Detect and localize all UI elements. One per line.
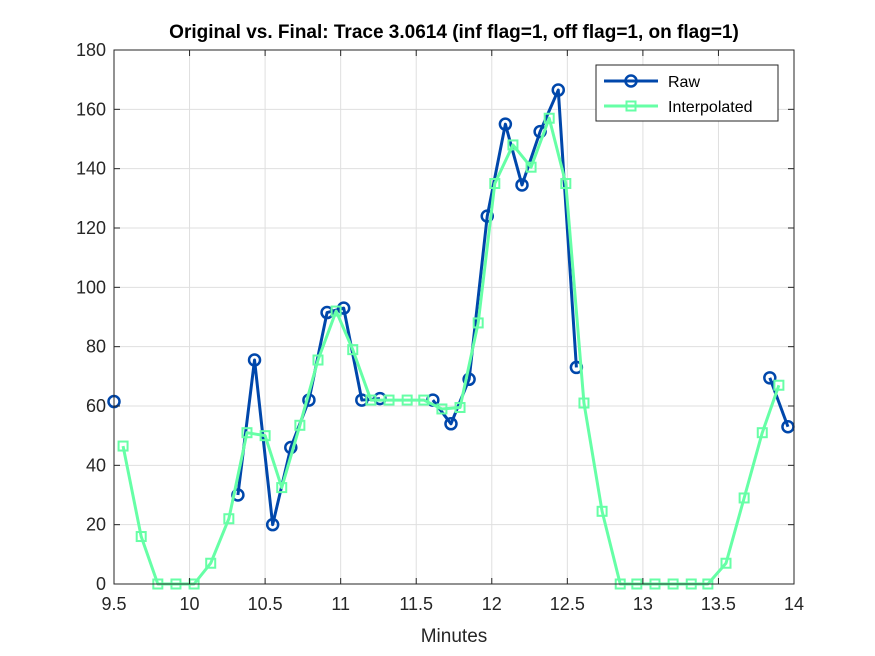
x-tick-label: 9.5: [101, 594, 126, 614]
raw-line-segment: [236, 306, 381, 527]
legend-entry: Interpolated: [604, 99, 753, 116]
axes-box: [113, 49, 795, 585]
raw-point: [515, 178, 529, 192]
interpolated-point: [720, 557, 732, 569]
x-tick-label: 12: [482, 594, 502, 614]
interpolated-point: [365, 394, 377, 406]
x-tick-label: 10.5: [248, 594, 283, 614]
x-tick-label: 11: [331, 594, 350, 614]
raw-point: [781, 420, 795, 434]
y-tick-label: 0: [96, 574, 106, 594]
interpolated-point: [436, 403, 448, 415]
raw-point: [551, 83, 566, 97]
legend-label: Raw: [668, 74, 700, 91]
x-axis-label: Minutes: [421, 626, 488, 647]
y-tick-label: 20: [86, 515, 106, 535]
y-tick-label: 120: [76, 218, 106, 238]
raw-point: [763, 371, 777, 385]
x-tick-label: 10: [180, 594, 200, 614]
legend-swatch-marker: [625, 100, 637, 112]
interpolated-point: [454, 401, 466, 413]
raw-point: [265, 517, 280, 532]
interpolated-point: [525, 161, 537, 173]
raw-point: [498, 117, 513, 131]
legend-swatch-marker: [624, 74, 638, 88]
interpolated-point: [738, 492, 750, 504]
legend-label: Interpolated: [668, 99, 753, 116]
interpolated-point: [347, 344, 359, 356]
interpolated-point: [773, 379, 785, 391]
interpolated-point: [560, 178, 572, 189]
x-tick-label: 12.5: [550, 594, 585, 614]
raw-point: [247, 353, 262, 367]
interpolated-point: [383, 394, 395, 406]
interpolated-point: [756, 427, 768, 439]
x-tick-label: 14: [784, 594, 804, 614]
interpolated-point: [312, 354, 324, 366]
interpolated-point: [578, 397, 590, 409]
interpolated-point: [401, 394, 413, 406]
interpolated-point: [489, 178, 501, 189]
interpolated-point: [472, 317, 484, 329]
y-tick-label: 100: [76, 277, 106, 297]
interpolated-point: [418, 394, 430, 406]
interpolated-point: [223, 513, 235, 525]
y-tick-label: 80: [86, 337, 106, 357]
y-tick-label: 140: [76, 159, 106, 179]
interpolated-point: [596, 505, 608, 517]
x-tick-label: 13.5: [701, 594, 736, 614]
interpolated-point: [241, 427, 253, 439]
legend-entry: Raw: [604, 74, 700, 91]
raw-point: [444, 417, 458, 431]
y-tick-label: 160: [76, 99, 106, 119]
interpolated-point: [507, 139, 519, 151]
x-tick-label: 11.5: [399, 594, 433, 614]
legend-box: [595, 64, 779, 122]
interpolated-point: [205, 557, 217, 569]
interpolated-point: [259, 430, 271, 442]
chart-title: Original vs. Final: Trace 3.0614 (inf fl…: [169, 22, 739, 43]
raw-point: [462, 372, 476, 387]
y-tick-label: 180: [76, 40, 106, 60]
interpolated-point: [135, 531, 147, 543]
legend: Raw Interpolated: [595, 64, 779, 122]
raw-line-segment: [768, 377, 790, 428]
axis-ticks: 9.5 10 10.5 11 11.5 12 12.5 13 13.5 1402040608010…: [76, 40, 804, 614]
y-tick-label: 60: [86, 396, 106, 416]
x-tick-label: 13: [633, 594, 653, 614]
interpolated-point: [276, 482, 288, 494]
interpolated-point: [543, 112, 555, 124]
plot-area: [114, 50, 794, 584]
raw-point: [480, 209, 494, 223]
raw-point: [336, 301, 351, 315]
y-tick-label: 40: [86, 455, 106, 475]
interpolated-point: [330, 305, 342, 317]
interpolated-point: [117, 440, 129, 452]
interpolated-point: [294, 419, 306, 431]
